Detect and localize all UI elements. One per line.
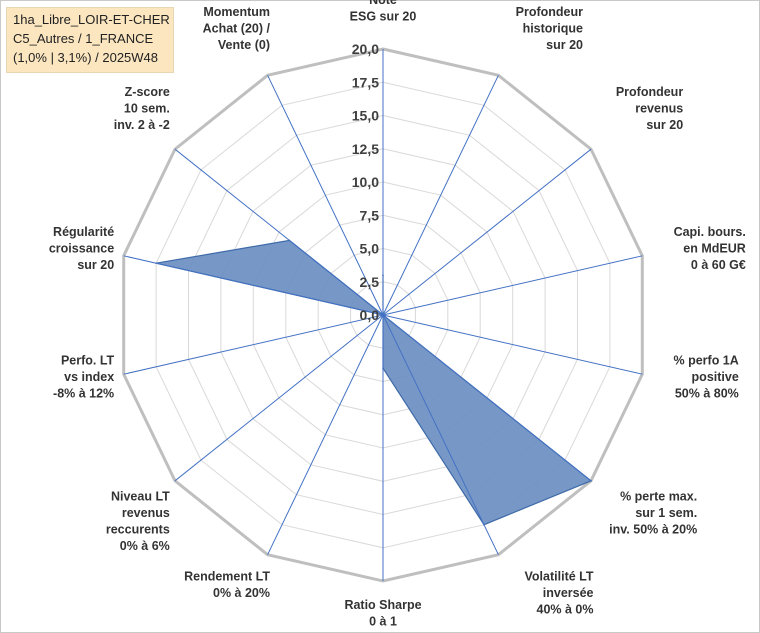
axis-spoke	[174, 148, 384, 316]
tick-label: 17,5	[352, 74, 379, 90]
radar-spokes	[123, 49, 643, 581]
axis-spoke	[123, 255, 384, 316]
axis-label: % perte max. sur 1 sem. inv. 50% à 20%	[609, 490, 697, 537]
axis-spoke	[174, 314, 384, 482]
tick-label: 10,0	[352, 174, 379, 190]
axis-spoke	[267, 314, 384, 555]
axis-label: Régularité croissance sur 20	[49, 225, 114, 272]
info-line-1: 1ha_Libre_LOIR-ET-CHER	[13, 12, 170, 27]
tick-label: 15,0	[352, 108, 379, 124]
axis-spoke	[382, 75, 499, 316]
axis-spoke	[382, 314, 643, 375]
axis-spoke	[267, 75, 384, 316]
axis-label: Z-score 10 sem. inv. 2 à -2	[114, 85, 170, 132]
axis-spoke	[123, 314, 384, 375]
axis-labels: Note ESG sur 20 Profondeur historique sur 20…	[49, 0, 746, 629]
axis-label: Profondeur revenus sur 20	[616, 85, 683, 132]
tick-label: 5,0	[360, 241, 380, 257]
axis-label: Note ESG sur 20	[350, 0, 417, 24]
tick-label: 2,5	[360, 274, 380, 290]
tick-label: 20,0	[352, 41, 379, 57]
axis-spoke	[382, 314, 592, 482]
tick-label: 0,0	[360, 307, 380, 323]
axis-label: Perfo. LT vs index -8% à 12%	[53, 353, 115, 400]
axis-label: % perfo 1A positive 50% à 80%	[674, 353, 739, 400]
axis-spoke	[382, 255, 643, 316]
axis-label: Momentum Achat (20) / Vente (0)	[203, 5, 271, 52]
tick-label: 7,5	[360, 207, 380, 223]
axis-label: Niveau LT revenus reccurents 0% à 6%	[106, 490, 170, 553]
radial-tick-labels: 0,0 2,5 5,0 7,5 10,0 12,5 15,0 17,5 20,0	[352, 41, 379, 323]
axis-label: Rendement LT 0% à 20%	[184, 570, 270, 601]
info-line-2: C5_Autres / 1_FRANCE	[13, 31, 154, 46]
axis-label: Volatilité LT inversée 40% à 0%	[525, 570, 594, 617]
tick-label: 12,5	[352, 141, 379, 157]
axis-spoke	[382, 314, 499, 555]
info-line-3: (1,0% | 3,1%) / 2025W48	[13, 50, 159, 65]
info-box: 1ha_Libre_LOIR-ET-CHER C5_Autres / 1_FRA…	[6, 7, 174, 73]
axis-label: Capi. bours. en MdEUR 0 à 60 G€	[674, 225, 746, 272]
axis-spoke	[382, 148, 592, 316]
axis-label: Ratio Sharpe 0 à 1	[344, 598, 421, 629]
axis-label: Profondeur historique sur 20	[516, 5, 583, 52]
